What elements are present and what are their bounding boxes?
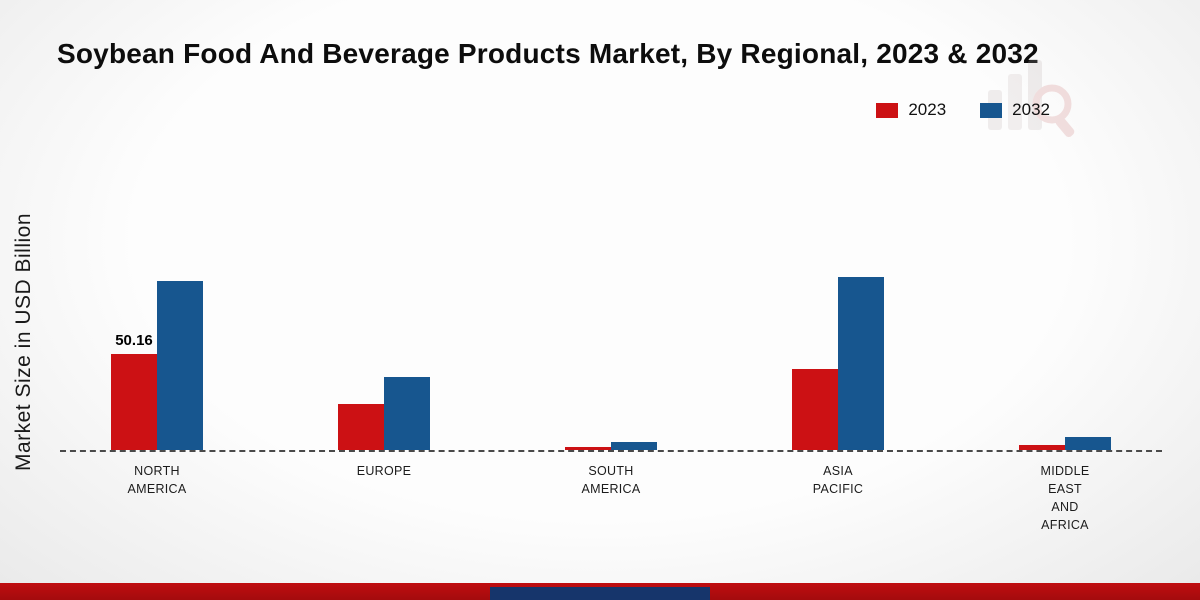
legend: 2023 2032 <box>876 100 1050 120</box>
chart-title: Soybean Food And Beverage Products Marke… <box>57 38 1039 69</box>
legend-label-2023: 2023 <box>908 100 947 119</box>
watermark-logo <box>988 60 1075 138</box>
bar-2032 <box>838 277 884 450</box>
bar-2023 <box>1019 445 1065 450</box>
bar-2023: 50.16 <box>111 332 157 450</box>
bar-value-label: 50.16 <box>115 331 153 349</box>
category-label: EUROPE <box>356 464 412 478</box>
x-axis-baseline <box>60 450 1162 452</box>
bar-2023 <box>565 447 611 450</box>
bar-2032 <box>611 442 657 450</box>
category-label: ASIA PACIFIC <box>812 464 864 497</box>
bar-2023 <box>338 403 384 450</box>
legend-item-2032: 2032 <box>980 100 1050 120</box>
category-label: SOUTH AMERICA <box>581 464 641 497</box>
bar-group: MIDDLE EAST AND AFRICA <box>1019 436 1111 532</box>
legend-label-2032: 2032 <box>1012 100 1050 119</box>
legend-swatch-2032 <box>980 102 1003 118</box>
bar-2032 <box>157 281 203 450</box>
bar-group: EUROPE <box>338 377 430 478</box>
bar-2032 <box>1065 436 1111 450</box>
legend-item-2023: 2023 <box>876 100 946 120</box>
bar-group: SOUTH AMERICA <box>565 442 657 496</box>
legend-swatch-2023 <box>876 102 899 118</box>
footer-logo-box <box>490 587 710 600</box>
bar-group: 50.16 NORTH AMERICA <box>111 281 203 496</box>
category-label: NORTH AMERICA <box>127 464 187 497</box>
bar-group: ASIA PACIFIC <box>792 277 884 496</box>
bar-2023 <box>792 369 838 450</box>
bar-2032 <box>384 377 430 450</box>
category-label: MIDDLE EAST AND AFRICA <box>1040 464 1090 533</box>
